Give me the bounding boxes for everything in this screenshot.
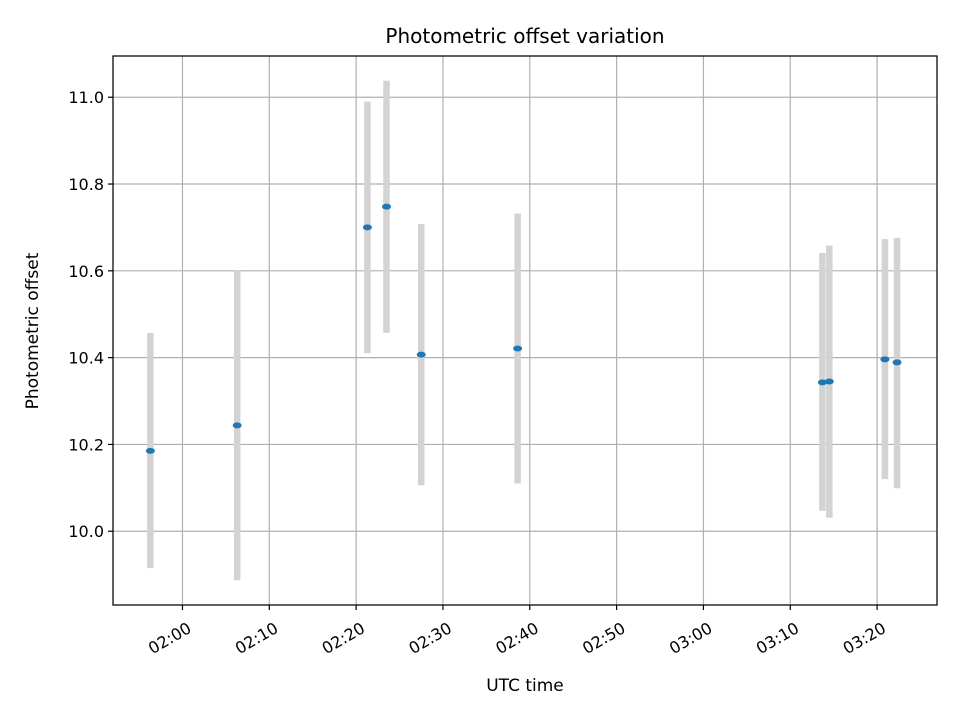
data-point — [382, 203, 392, 210]
y-tick-label: 11.0 — [68, 88, 104, 107]
data-point — [416, 351, 426, 358]
data-point — [880, 356, 890, 363]
chart-title: Photometric offset variation — [385, 24, 664, 48]
data-point — [824, 378, 834, 385]
y-tick-label: 10.2 — [68, 435, 104, 454]
data-point — [362, 224, 372, 231]
y-tick-label: 10.6 — [68, 262, 104, 281]
data-point — [145, 447, 155, 454]
y-tick-label: 10.0 — [68, 522, 104, 541]
data-point — [513, 345, 523, 352]
grid — [113, 56, 937, 605]
data-points — [145, 203, 902, 454]
data-point — [817, 379, 827, 386]
plot-frame — [112, 55, 938, 606]
data-point — [232, 422, 242, 429]
data-point — [892, 359, 902, 366]
plot-area — [113, 56, 937, 605]
y-tick-label: 10.8 — [68, 175, 104, 194]
x-axis-title: UTC time — [486, 676, 564, 696]
y-axis-title: Photometric offset — [23, 252, 43, 409]
y-tick-label: 10.4 — [68, 349, 104, 368]
y-axis: 10.0 10.2 10.4 10.6 10.8 11.0 — [68, 88, 113, 541]
